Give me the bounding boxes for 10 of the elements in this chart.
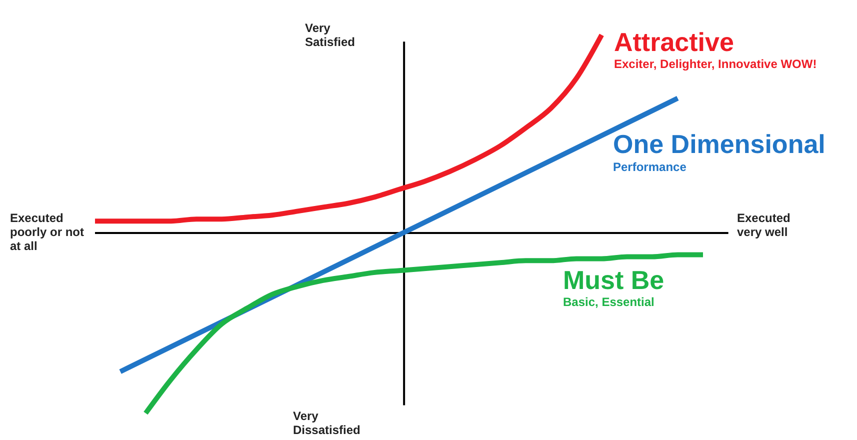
series-label: One Dimensional	[613, 129, 826, 160]
text: Executed very well	[737, 211, 792, 240]
annotation: Performance	[613, 160, 688, 175]
series-label: Must Be	[563, 265, 664, 296]
text: Executed poorly or not at all	[10, 211, 85, 254]
annotation: Basic, Essential	[563, 295, 656, 310]
series-label: Attractive	[614, 27, 734, 58]
annotation: Very Satisfied	[305, 21, 356, 50]
annotation: Very Dissatisfied	[293, 409, 362, 438]
annotation: Exciter, Delighter, Innovative WOW!	[614, 57, 818, 72]
